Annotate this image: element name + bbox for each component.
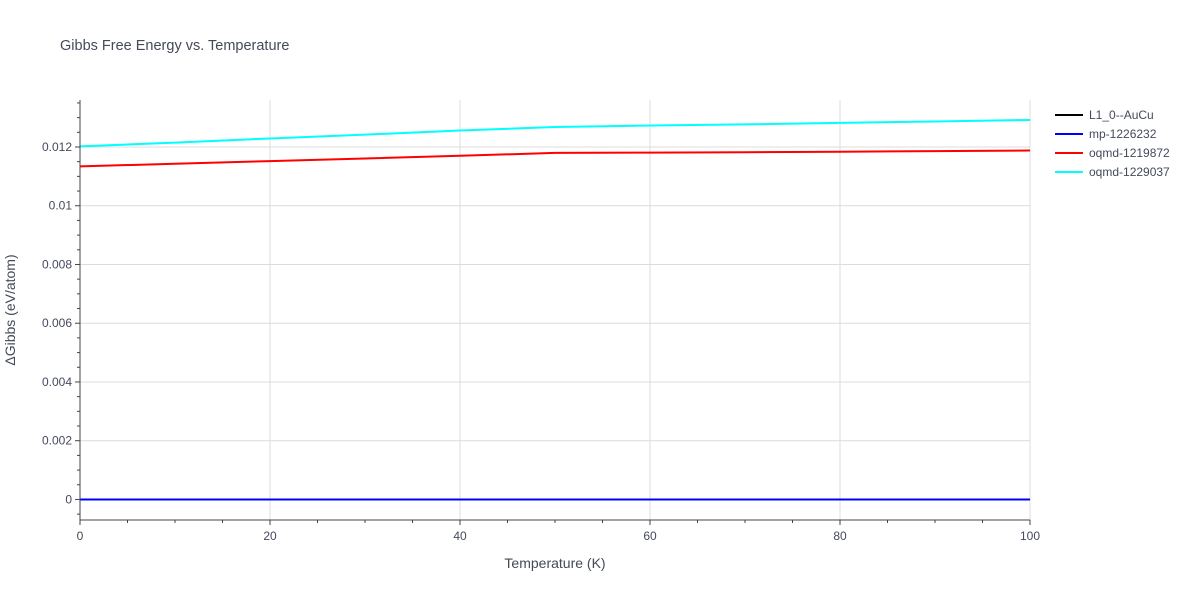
legend-label: oqmd-1219872 <box>1089 146 1170 160</box>
x-tick-label: 80 <box>833 529 847 543</box>
y-tick-label: 0.012 <box>42 140 72 154</box>
x-tick-label: 0 <box>77 529 84 543</box>
legend-label: mp-1226232 <box>1089 127 1157 141</box>
series-group <box>79 118 1031 501</box>
axes: 0 20 40 60 80 100 0 0.002 0.004 0.006 0.008 0.01 0.0… <box>42 100 1040 543</box>
y-tick-label: 0.008 <box>42 257 72 271</box>
legend[interactable]: L1_0--AuCu mp-1226232 oqmd-1219872 oqmd-122… <box>1055 108 1170 179</box>
legend-label: L1_0--AuCu <box>1089 108 1154 122</box>
series-line-3 <box>79 118 1031 148</box>
y-axis-label: ΔGibbs (eV/atom) <box>2 254 18 365</box>
grid <box>80 100 1031 520</box>
legend-item[interactable]: oqmd-1219872 <box>1055 146 1170 160</box>
x-tick-label: 60 <box>643 529 657 543</box>
y-tick-label: 0.002 <box>42 434 72 448</box>
legend-item[interactable]: oqmd-1229037 <box>1055 165 1170 179</box>
x-axis-label: Temperature (K) <box>504 555 605 571</box>
y-tick-label: 0.004 <box>42 375 72 389</box>
y-tick-label: 0 <box>65 492 72 506</box>
chart-title: Gibbs Free Energy vs. Temperature <box>60 38 289 54</box>
legend-item[interactable]: L1_0--AuCu <box>1055 108 1154 122</box>
legend-label: oqmd-1229037 <box>1089 165 1170 179</box>
x-tick-label: 20 <box>263 529 277 543</box>
x-tick-label: 100 <box>1020 529 1040 543</box>
y-tick-label: 0.01 <box>49 199 73 213</box>
y-tick-label: 0.006 <box>42 316 72 330</box>
x-tick-label: 40 <box>453 529 467 543</box>
legend-item[interactable]: mp-1226232 <box>1055 127 1157 141</box>
series-line-2 <box>79 149 1031 168</box>
